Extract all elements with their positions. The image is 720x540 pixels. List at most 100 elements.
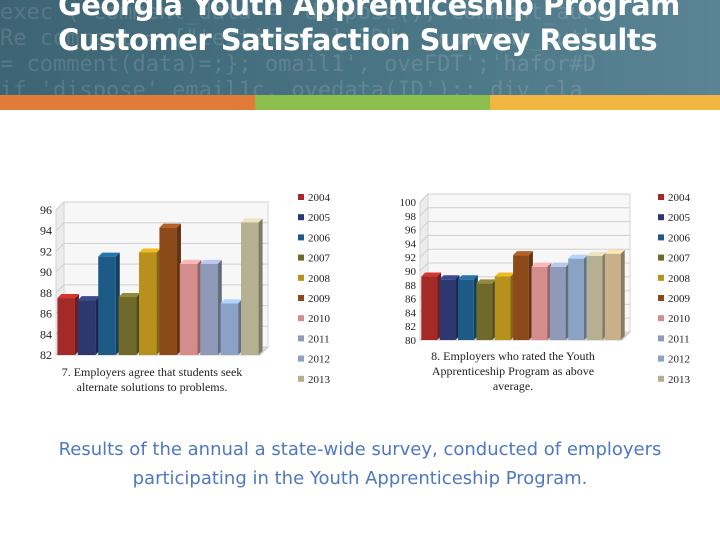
gridline — [55, 242, 268, 252]
bar — [494, 272, 515, 340]
legend-label: 2004 — [308, 192, 331, 204]
color-strip — [0, 95, 720, 110]
legend-swatch — [658, 315, 664, 322]
bar-front — [241, 222, 259, 355]
gridline — [55, 201, 268, 211]
legend-swatch — [298, 274, 304, 281]
bar-top — [241, 218, 263, 223]
legend-swatch — [658, 234, 664, 241]
bar — [586, 251, 607, 340]
legend-swatch — [658, 355, 664, 362]
bar-top — [513, 251, 533, 256]
y-tick-label: 82 — [405, 321, 416, 333]
bar-front — [220, 303, 239, 355]
gridline — [419, 248, 630, 258]
bar — [458, 275, 478, 340]
bar-top — [549, 262, 570, 267]
chart-title-line: Apprenticeship Program as above — [432, 364, 594, 378]
bar-front — [179, 263, 198, 355]
bar — [421, 272, 442, 340]
legend-swatch — [658, 214, 664, 221]
legend-label: 2007 — [668, 253, 691, 265]
bar-top — [118, 293, 141, 297]
code-line: if 'dispose' email1c, ovedata(ID');; div… — [0, 78, 583, 95]
gridline — [419, 221, 630, 230]
y-tick-label: 88 — [405, 280, 417, 292]
legend-swatch — [658, 254, 664, 261]
bar-front — [77, 300, 96, 355]
legend-label: 2006 — [308, 232, 331, 244]
legend-label: 2010 — [308, 313, 331, 325]
bar-front — [476, 283, 493, 340]
title-banner: exec ( comment_data = "dispose(); commen… — [0, 0, 720, 95]
y-tick-label: 100 — [400, 197, 417, 209]
bar — [159, 223, 181, 355]
slide-title: Georgia Youth Apprenticeship Program Cus… — [58, 0, 680, 57]
legend-label: 2008 — [668, 273, 691, 285]
legend-label: 2005 — [308, 212, 331, 224]
slide-caption: Results of the annual a state-wide surve… — [58, 439, 662, 489]
y-tick-label: 96 — [40, 203, 52, 217]
bar-front — [200, 263, 218, 355]
legend-swatch — [298, 295, 304, 301]
bar — [139, 248, 161, 355]
y-tick-label: 84 — [405, 307, 417, 319]
gridline — [419, 234, 630, 244]
bar-front — [568, 258, 584, 340]
legend-label: 2004 — [668, 192, 691, 204]
legend-label: 2009 — [668, 293, 691, 305]
legend-swatch — [298, 315, 304, 322]
legend-swatch — [658, 194, 664, 200]
legend-swatch — [658, 274, 664, 281]
bar-top — [220, 299, 243, 304]
bar-top — [139, 248, 161, 253]
bar-top — [57, 294, 79, 299]
bar-top — [200, 259, 222, 264]
bar-front — [513, 255, 529, 340]
legend-swatch — [298, 335, 304, 342]
y-tick-label: 90 — [405, 266, 417, 278]
legend-label: 2013 — [308, 374, 331, 386]
chart-1-svg: 82 84 86 88 90 92 94 96 2004 2005 2006 2007 2008 2009… — [40, 192, 331, 394]
y-tick-label: 96 — [405, 225, 417, 237]
y-tick-label: 80 — [405, 335, 417, 347]
bar-top — [586, 251, 607, 256]
bar — [200, 259, 222, 355]
legend-label: 2005 — [668, 212, 691, 224]
y-tick-label: 82 — [40, 348, 52, 362]
bar — [118, 293, 141, 355]
strip-segment-green — [255, 95, 490, 110]
legend-label: 2006 — [668, 232, 691, 244]
bar-top — [159, 223, 181, 228]
bar-top — [568, 254, 588, 259]
bar — [220, 299, 243, 355]
bar-top — [98, 252, 120, 257]
bar-top — [476, 279, 497, 284]
strip-segment-yellow — [490, 95, 720, 110]
legend-label: 2008 — [308, 273, 331, 285]
bar-front — [549, 266, 566, 340]
bar — [604, 249, 625, 340]
bar-front — [531, 266, 548, 340]
bar-top — [179, 259, 202, 264]
bar-front — [57, 298, 75, 355]
bar — [241, 218, 263, 355]
bar-front — [494, 276, 511, 340]
legend-swatch — [298, 194, 304, 200]
y-tick-label: 94 — [40, 224, 52, 238]
bar-front — [98, 256, 116, 355]
bar-front — [604, 253, 621, 340]
bar-side — [258, 218, 263, 355]
gridline — [419, 207, 630, 217]
y-tick-label: 88 — [40, 286, 52, 300]
legend-label: 2013 — [668, 374, 691, 386]
bar-front — [421, 276, 438, 340]
legend-label: 2007 — [308, 253, 331, 265]
bar-front — [139, 252, 157, 355]
bar-top — [604, 249, 625, 254]
legend-label: 2012 — [668, 354, 690, 366]
bar — [77, 296, 100, 355]
legend-label: 2011 — [308, 333, 330, 345]
legend-swatch — [298, 254, 304, 261]
